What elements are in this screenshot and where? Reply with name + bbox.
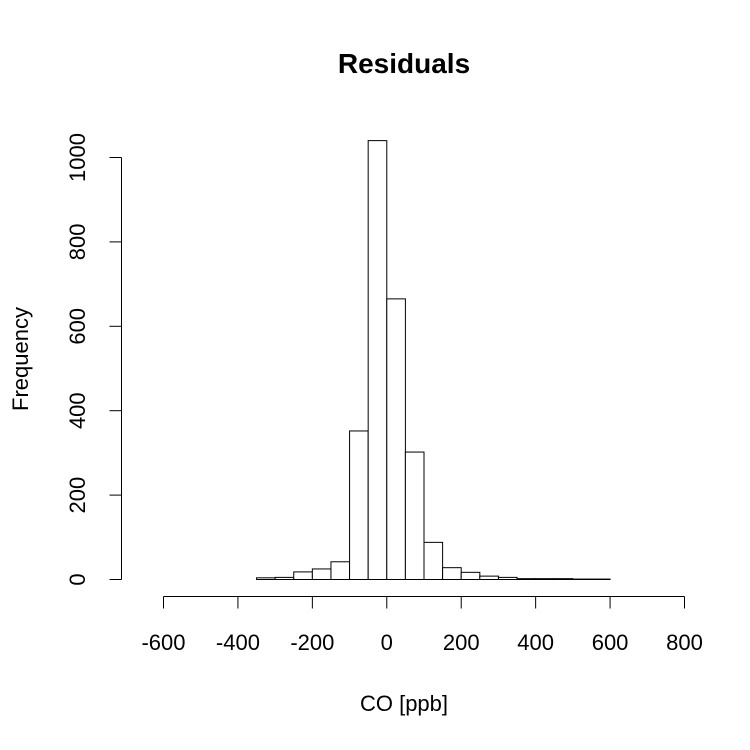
histogram-bar <box>497 576 518 581</box>
histogram-bar <box>479 575 499 580</box>
histogram-bar <box>311 568 332 581</box>
histogram-bar <box>256 577 276 580</box>
y-tick-label: 0 <box>65 573 90 585</box>
histogram-bar <box>423 541 444 580</box>
histogram-bar <box>386 298 406 580</box>
histogram-bar <box>535 578 555 580</box>
histogram-bar <box>367 140 388 580</box>
x-tick-label: 200 <box>443 630 480 655</box>
histogram-bar <box>274 576 295 581</box>
histogram-bar <box>404 451 425 580</box>
x-axis-label: CO [ppb] <box>360 691 448 716</box>
y-tick-label: 400 <box>65 392 90 429</box>
y-axis-label: Frequency <box>8 307 33 411</box>
histogram-bars <box>256 140 611 581</box>
histogram-bar <box>553 578 574 580</box>
x-tick-label: -400 <box>216 630 260 655</box>
y-tick-label: 800 <box>65 224 90 261</box>
chart-title: Residuals <box>338 48 470 79</box>
histogram-bar <box>349 430 369 580</box>
x-tick-label: -600 <box>141 630 185 655</box>
histogram-bar <box>460 571 481 581</box>
y-axis: 0 200 400 600 800 1000 <box>65 133 122 586</box>
x-tick-label: 800 <box>666 630 703 655</box>
x-axis: -600 -400 -200 0 200 400 600 800 <box>141 596 703 655</box>
x-tick-label: -200 <box>290 630 334 655</box>
y-tick-label: 600 <box>65 308 90 345</box>
y-tick-label: 1000 <box>65 133 90 182</box>
histogram-bar <box>330 561 351 581</box>
x-tick-label: 400 <box>517 630 554 655</box>
x-tick-label: 0 <box>381 630 393 655</box>
x-tick-label: 600 <box>592 630 629 655</box>
y-tick-label: 200 <box>65 477 90 514</box>
histogram-bar <box>516 578 537 580</box>
histogram-bar <box>293 571 313 581</box>
histogram-bar <box>442 567 462 580</box>
